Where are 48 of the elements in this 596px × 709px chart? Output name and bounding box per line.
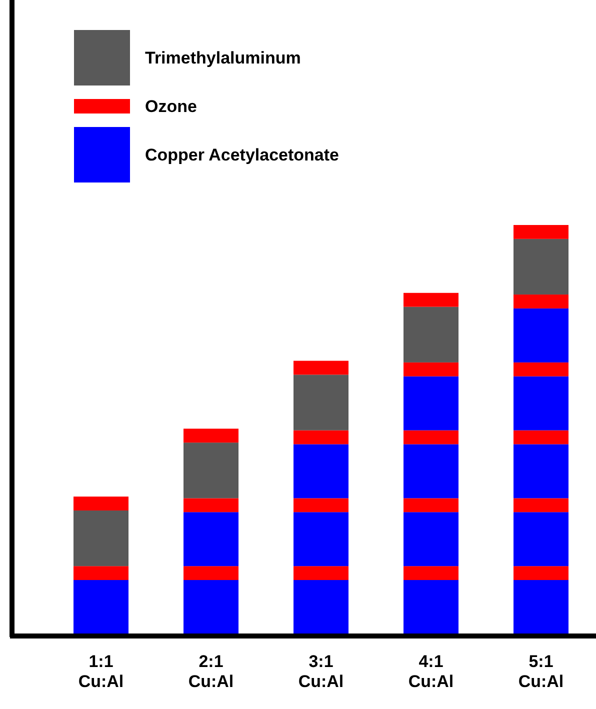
- bar: [514, 376, 568, 430]
- bar: [294, 498, 348, 512]
- legend-label: Trimethylaluminum: [145, 48, 301, 68]
- bar: [404, 306, 458, 362]
- bar: [514, 498, 568, 512]
- bar: [74, 510, 128, 566]
- bar: [184, 580, 238, 634]
- bar: [404, 566, 458, 580]
- bar: [184, 512, 238, 566]
- bar: [294, 360, 348, 375]
- bar: [514, 308, 568, 362]
- bar: [404, 512, 458, 566]
- x-tick-label: 2:1 Cu:Al: [188, 652, 234, 691]
- bar: [294, 430, 348, 444]
- bar: [184, 498, 238, 512]
- bar: [184, 428, 238, 443]
- bar: [404, 292, 458, 307]
- bar: [294, 444, 348, 498]
- bar: [294, 374, 348, 430]
- bar: [74, 580, 128, 634]
- bar: [514, 294, 568, 308]
- bar: [404, 444, 458, 498]
- x-tick-label: 5:1 Cu:Al: [518, 652, 564, 691]
- x-tick-label: 3:1 Cu:Al: [298, 652, 344, 691]
- bar: [514, 566, 568, 580]
- bar: [514, 362, 568, 376]
- bar: [74, 496, 128, 510]
- bar: [294, 566, 348, 580]
- bar: [514, 430, 568, 444]
- bar: [294, 512, 348, 566]
- bar: [404, 362, 458, 376]
- bar: [404, 580, 458, 634]
- bar: [404, 498, 458, 512]
- bar: [294, 580, 348, 634]
- bar: [184, 442, 238, 498]
- bar: [404, 430, 458, 444]
- bar: [514, 238, 568, 295]
- legend-label: Ozone: [145, 97, 197, 116]
- bar: [514, 444, 568, 498]
- bar: [514, 512, 568, 566]
- bar: [404, 376, 458, 430]
- bar: [514, 225, 568, 239]
- x-tick-label: 4:1 Cu:Al: [408, 652, 454, 691]
- bar: [184, 566, 238, 580]
- bar: [74, 566, 128, 580]
- bar: [514, 580, 568, 634]
- x-tick-label: 1:1 Cu:Al: [78, 652, 124, 691]
- legend-label: Copper Acetylacetonate: [145, 146, 339, 164]
